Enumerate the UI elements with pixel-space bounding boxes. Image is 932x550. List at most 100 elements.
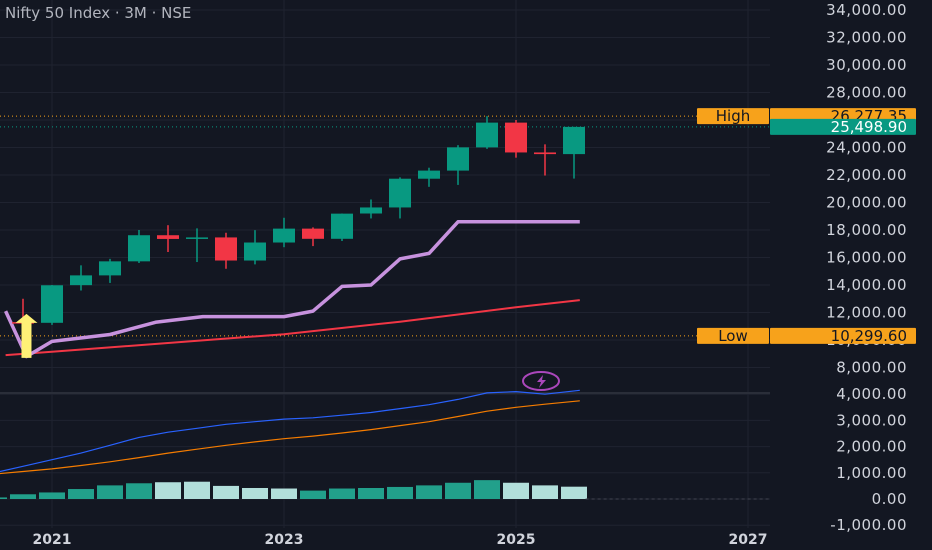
candle bbox=[389, 177, 411, 219]
histogram-bar bbox=[329, 488, 355, 499]
candle-body bbox=[389, 178, 411, 208]
price-tick-label: 32,000.00 bbox=[826, 29, 907, 47]
histogram-bar bbox=[0, 497, 7, 499]
candle bbox=[244, 230, 266, 265]
indicator-axis[interactable]: 4,000.00 3,000.00 2,000.00 1,000.00 0.00 -1,0… bbox=[830, 385, 907, 534]
histogram-bar bbox=[68, 489, 94, 499]
price-tick-label: 8,000.00 bbox=[836, 359, 907, 377]
candle bbox=[128, 230, 150, 263]
moving-average-line bbox=[5, 299, 580, 357]
time-tick-label: 2021 bbox=[33, 532, 72, 548]
chart-title: Nifty 50 Index · 3M · NSE bbox=[5, 4, 191, 22]
candle-body bbox=[505, 122, 527, 153]
price-tick-label: 18,000.00 bbox=[826, 221, 907, 239]
indicator-tick-label: 3,000.00 bbox=[836, 411, 907, 429]
alert-bolt-icon[interactable] bbox=[522, 371, 560, 391]
candle-body bbox=[418, 170, 440, 179]
price-tick-label: 20,000.00 bbox=[826, 194, 907, 212]
histogram-bar bbox=[184, 481, 210, 499]
time-tick-label: 2027 bbox=[729, 532, 768, 548]
price-tick-label: 12,000.00 bbox=[826, 304, 907, 322]
price-tick-label: 14,000.00 bbox=[826, 276, 907, 294]
indicator-panel bbox=[0, 389, 580, 475]
histogram-bar bbox=[532, 485, 558, 499]
price-tick-label: 34,000.00 bbox=[826, 1, 907, 19]
histogram-bar bbox=[242, 487, 268, 499]
candle bbox=[563, 126, 585, 179]
histogram-bar bbox=[271, 488, 297, 499]
candle-body bbox=[273, 228, 295, 243]
candle-body bbox=[331, 213, 353, 239]
candle-body bbox=[99, 261, 121, 276]
candle-body bbox=[128, 235, 150, 262]
histogram-bar bbox=[358, 487, 384, 499]
histogram-bar bbox=[474, 480, 500, 499]
candle-body bbox=[302, 228, 324, 239]
candle bbox=[534, 144, 556, 176]
level-price-value: 10,299.60 bbox=[831, 327, 907, 345]
indicator-line-blue bbox=[0, 389, 580, 473]
histogram-series bbox=[0, 480, 770, 500]
candle-body bbox=[186, 237, 208, 239]
candle-body bbox=[244, 242, 266, 261]
candle-body bbox=[563, 126, 585, 155]
indicator-tick-label: -1,000.00 bbox=[830, 516, 907, 534]
histogram-bar bbox=[39, 492, 65, 499]
arrow-head bbox=[15, 313, 38, 323]
last-price-value: 25,498.90 bbox=[831, 118, 907, 136]
indicator-tick-label: 4,000.00 bbox=[836, 385, 907, 403]
candle bbox=[99, 258, 121, 283]
indicator-tick-label: 1,000.00 bbox=[836, 464, 907, 482]
candlestick-series bbox=[12, 116, 585, 329]
time-axis[interactable]: 2021 2023 2025 2027 bbox=[33, 532, 768, 548]
price-tick-label: 28,000.00 bbox=[826, 84, 907, 102]
buy-signal-arrow bbox=[15, 313, 38, 358]
indicator-tick-label: 0.00 bbox=[872, 490, 907, 508]
level-tag-low bbox=[697, 327, 769, 344]
candle-body bbox=[70, 275, 92, 286]
candle-body bbox=[534, 152, 556, 155]
last-price-tag bbox=[770, 118, 916, 135]
histogram-bar bbox=[445, 482, 471, 499]
price-tick-label: 16,000.00 bbox=[826, 249, 907, 267]
histogram-bar bbox=[155, 482, 181, 499]
candle bbox=[418, 167, 440, 187]
candle-body bbox=[157, 235, 179, 239]
level-tag-label: High bbox=[716, 107, 750, 125]
ma-line-path bbox=[5, 299, 580, 357]
histogram-bar bbox=[416, 485, 442, 499]
trail-line-path bbox=[4, 220, 580, 359]
time-tick-label: 2023 bbox=[265, 532, 304, 548]
candle bbox=[41, 285, 63, 325]
histogram-bar bbox=[126, 483, 152, 499]
trailing-stop-line bbox=[4, 220, 580, 359]
price-levels bbox=[0, 115, 770, 337]
histogram-bar bbox=[97, 485, 123, 499]
price-axis[interactable]: 34,000.0032,000.0030,000.0028,000.0026,0… bbox=[826, 1, 907, 377]
histogram-bar bbox=[10, 494, 36, 499]
candle bbox=[70, 265, 92, 291]
candle bbox=[505, 120, 527, 158]
level-price-tag bbox=[770, 327, 916, 344]
histogram-bar bbox=[561, 486, 587, 499]
candle-body bbox=[360, 207, 382, 214]
candle-body bbox=[41, 285, 63, 323]
candle bbox=[186, 228, 208, 263]
price-tick-label: 30,000.00 bbox=[826, 56, 907, 74]
histogram-bar bbox=[213, 485, 239, 499]
indicator-tick-label: 2,000.00 bbox=[836, 438, 907, 456]
level-tag-label: Low bbox=[718, 327, 748, 345]
candle bbox=[447, 145, 469, 185]
candle bbox=[476, 116, 498, 149]
histogram-bar bbox=[300, 490, 326, 499]
candle bbox=[360, 199, 382, 219]
level-tag-high bbox=[697, 108, 769, 125]
histogram-bar bbox=[503, 482, 529, 499]
histogram-bar bbox=[387, 486, 413, 499]
arrow-shaft bbox=[21, 321, 32, 358]
candle bbox=[331, 213, 353, 241]
candle-body bbox=[447, 147, 469, 171]
